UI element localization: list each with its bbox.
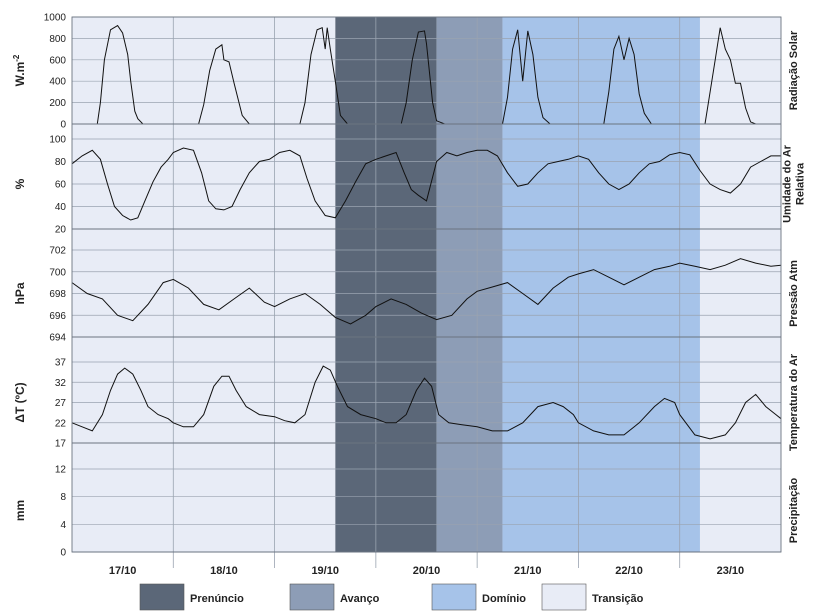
legend-swatch-0 (139, 583, 185, 611)
x-tick-label: 23/10 (717, 565, 745, 577)
variable-label-radiation: Radiação Solar (788, 30, 800, 110)
legend-label-2: Domínio (482, 593, 526, 605)
phase-band-2 (436, 17, 503, 552)
series-line-pressure (71, 258, 782, 325)
phase-band-4 (699, 17, 781, 552)
axes (71, 16, 782, 553)
variable-label-humidity: Relativa (795, 162, 807, 205)
y-tick-label: 600 (49, 55, 66, 66)
y-tick-label: 27 (55, 398, 67, 409)
y-tick-label: 37 (55, 358, 67, 369)
variable-label-pressure: Pressão Atm (788, 260, 800, 327)
y-tick-label: 1000 (44, 13, 67, 24)
unit-label-precipitation: mm (13, 500, 27, 521)
legend-swatch-3 (541, 583, 587, 611)
variable-label-precipitation: Precipitação (788, 478, 800, 544)
legend-label-0: Prenúncio (190, 593, 244, 605)
phase-band-1 (335, 17, 437, 552)
unit-label-radiation: W.m-2 (12, 54, 27, 86)
series-line-temperature (71, 365, 782, 440)
y-tick-label: 698 (49, 289, 66, 300)
x-tick-label: 21/10 (514, 565, 542, 577)
phase-band-3 (502, 17, 700, 552)
variable-label-temperature: Temperatura do Ar (788, 353, 800, 451)
unit-label-humidity: % (13, 178, 27, 189)
series-line-humidity (71, 147, 781, 221)
legend-swatch-1 (289, 583, 335, 611)
y-tick-label: 700 (49, 267, 66, 278)
y-tick-label: 694 (49, 333, 66, 344)
y-tick-label: 32 (55, 378, 67, 389)
y-tick-label: 80 (55, 157, 67, 168)
variable-label-humidity: Umidade do Ar (782, 144, 794, 223)
plot-frame (71, 16, 782, 553)
y-tick-label: 800 (49, 34, 66, 45)
legend-label-3: Transição (592, 593, 644, 605)
y-tick-label: 696 (49, 311, 66, 322)
y-tick-label: 22 (55, 418, 67, 429)
y-tick-label: 4 (60, 520, 66, 531)
legend-label-1: Avanço (340, 593, 380, 605)
x-tick-label: 22/10 (615, 565, 643, 577)
y-tick-label: 0 (60, 548, 66, 559)
y-tick-label: 100 (49, 135, 66, 146)
x-tick-label: 18/10 (210, 565, 238, 577)
x-tick-label: 17/10 (109, 565, 137, 577)
y-tick-label: 400 (49, 77, 66, 88)
y-tick-label: 8 (60, 492, 66, 503)
y-tick-label: 17 (55, 439, 67, 450)
y-tick-label: 0 (60, 120, 66, 131)
y-tick-label: 12 (55, 465, 67, 476)
x-tick-label: 20/10 (413, 565, 441, 577)
y-tick-label: 40 (55, 202, 67, 213)
unit-label-pressure: hPa (13, 282, 27, 304)
legend: Prenúncio Avanço Domínio Transição (139, 583, 644, 611)
phase-backgrounds (72, 17, 781, 552)
unit-label-temperature: ΔT (ºC) (13, 382, 27, 422)
y-tick-label: 20 (55, 225, 67, 236)
y-tick-label: 60 (55, 180, 67, 191)
x-tick-label: 19/10 (311, 565, 339, 577)
y-tick-label: 702 (49, 246, 66, 257)
y-tick-label: 200 (49, 98, 66, 109)
legend-swatch-2 (431, 583, 477, 611)
unit-superscript: -2 (12, 54, 21, 62)
phase-band-0 (72, 17, 336, 552)
